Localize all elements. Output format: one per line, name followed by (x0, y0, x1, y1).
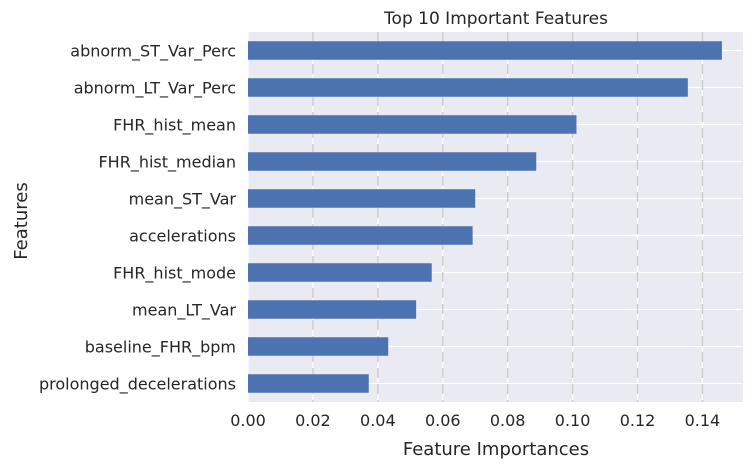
y-tick-label: abnorm_LT_Var_Perc (74, 79, 236, 99)
bar (248, 263, 432, 282)
bar (248, 41, 722, 60)
y-tick-label: abnorm_ST_Var_Perc (70, 42, 236, 62)
bar (248, 374, 369, 393)
y-tick-label: prolonged_decelerations (39, 375, 236, 395)
x-tick-label: 0.14 (685, 411, 721, 430)
x-tick-label: 0.02 (295, 411, 331, 430)
y-tick-label: mean_LT_Var (132, 301, 236, 321)
x-tick-label: 0.00 (230, 411, 266, 430)
y-tick-label: FHR_hist_median (98, 153, 236, 173)
chart-title: Top 10 Important Features (383, 9, 608, 29)
x-tick-label: 0.10 (555, 411, 591, 430)
bar (248, 337, 389, 356)
y-tick-label: FHR_hist_mean (113, 116, 236, 136)
bar (248, 226, 473, 245)
y-tick-label: accelerations (129, 227, 236, 246)
x-tick-label: 0.08 (490, 411, 526, 430)
x-tick-label: 0.12 (620, 411, 656, 430)
x-tick-label: 0.04 (360, 411, 396, 430)
y-tick-label: FHR_hist_mode (113, 264, 236, 284)
y-tick-label: mean_ST_Var (129, 190, 237, 210)
bar (248, 152, 537, 171)
bar (248, 189, 476, 208)
x-axis-label: Feature Importances (403, 439, 589, 460)
y-axis-label: Features (11, 182, 32, 259)
bar (248, 115, 577, 134)
bar (248, 300, 417, 319)
y-tick-label: baseline_FHR_bpm (85, 338, 236, 358)
bar (248, 78, 688, 97)
x-tick-label: 0.06 (425, 411, 461, 430)
